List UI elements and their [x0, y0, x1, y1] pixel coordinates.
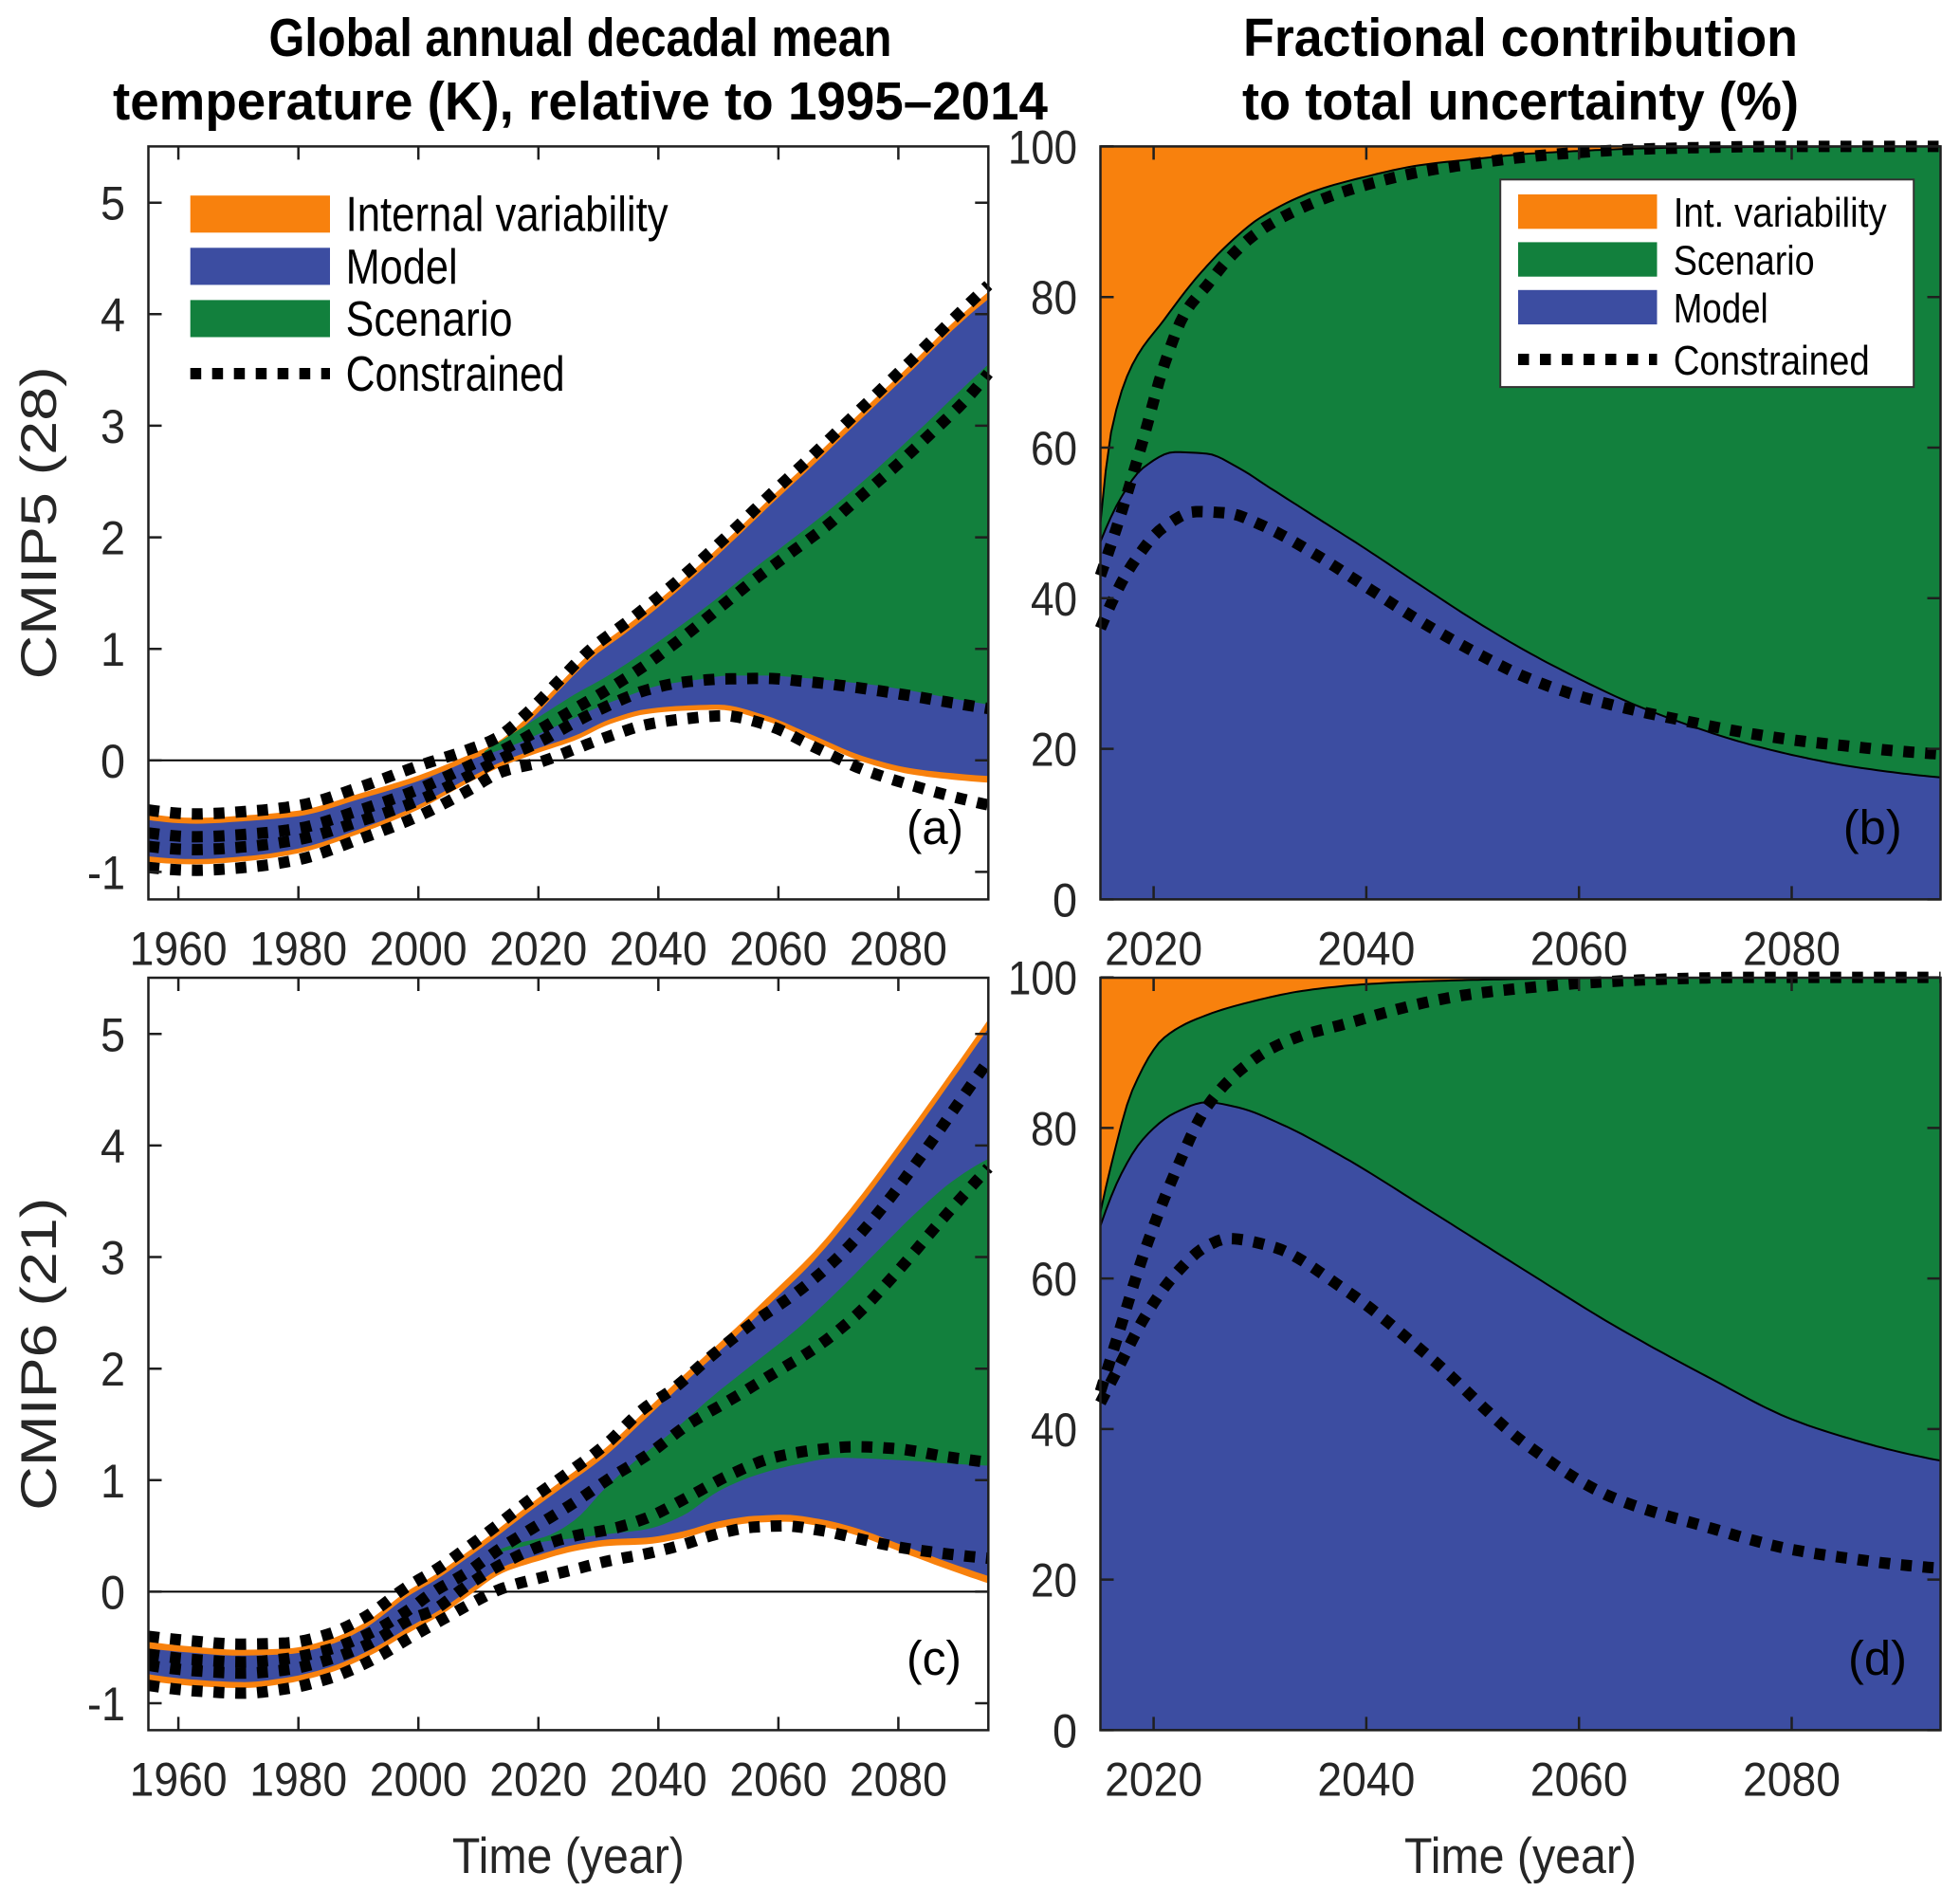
- svg-text:2080: 2080: [850, 923, 947, 976]
- svg-text:2040: 2040: [610, 923, 707, 976]
- svg-text:2000: 2000: [370, 923, 467, 976]
- svg-text:Int. variability: Int. variability: [1674, 190, 1887, 236]
- svg-text:0: 0: [101, 1566, 125, 1619]
- svg-text:60: 60: [1031, 1253, 1077, 1306]
- svg-text:5: 5: [101, 1008, 125, 1061]
- svg-text:5: 5: [101, 177, 125, 230]
- svg-text:Scenario: Scenario: [1674, 238, 1815, 285]
- svg-text:1980: 1980: [249, 923, 347, 976]
- svg-text:3: 3: [101, 400, 125, 453]
- svg-text:100: 100: [1008, 120, 1077, 174]
- svg-text:0: 0: [101, 735, 125, 788]
- svg-text:Constrained: Constrained: [346, 347, 565, 402]
- svg-text:4: 4: [101, 288, 125, 341]
- svg-text:-1: -1: [87, 1678, 125, 1731]
- svg-text:(c): (c): [907, 1631, 962, 1685]
- svg-text:CMIP6 (21): CMIP6 (21): [11, 1198, 67, 1511]
- svg-text:2020: 2020: [489, 1753, 587, 1807]
- svg-text:-1: -1: [87, 846, 125, 899]
- svg-text:2: 2: [101, 512, 125, 565]
- svg-text:Fractional contribution: Fractional contribution: [1243, 8, 1798, 68]
- svg-text:2020: 2020: [1105, 923, 1202, 976]
- svg-text:Model: Model: [1674, 285, 1768, 332]
- svg-text:(d): (d): [1848, 1631, 1907, 1685]
- svg-text:1: 1: [101, 1455, 125, 1508]
- svg-text:40: 40: [1031, 573, 1077, 626]
- svg-text:temperature (K), relative to 1: temperature (K), relative to 1995–2014: [113, 71, 1048, 132]
- svg-text:Internal variability: Internal variability: [346, 188, 669, 243]
- svg-text:3: 3: [101, 1232, 125, 1285]
- svg-text:1960: 1960: [130, 1753, 228, 1807]
- svg-text:2060: 2060: [729, 1753, 827, 1807]
- svg-text:2020: 2020: [489, 923, 587, 976]
- svg-text:2020: 2020: [1105, 1753, 1202, 1807]
- svg-text:40: 40: [1031, 1404, 1077, 1457]
- svg-text:2000: 2000: [370, 1753, 467, 1807]
- svg-text:2040: 2040: [1317, 923, 1415, 976]
- svg-text:20: 20: [1031, 724, 1077, 777]
- svg-text:1980: 1980: [249, 1753, 347, 1807]
- svg-text:Global annual decadal mean: Global annual decadal mean: [269, 8, 892, 68]
- svg-text:Constrained: Constrained: [1674, 338, 1870, 384]
- svg-text:1960: 1960: [130, 923, 228, 976]
- svg-text:80: 80: [1031, 1102, 1077, 1155]
- svg-text:2060: 2060: [1530, 1753, 1628, 1807]
- svg-text:100: 100: [1008, 952, 1077, 1005]
- svg-text:2: 2: [101, 1343, 125, 1396]
- svg-text:1: 1: [101, 623, 125, 676]
- svg-text:Scenario: Scenario: [346, 292, 513, 347]
- svg-text:80: 80: [1031, 271, 1077, 324]
- svg-text:2060: 2060: [1530, 923, 1628, 976]
- svg-text:Time (year): Time (year): [1404, 1828, 1637, 1884]
- svg-text:2040: 2040: [1317, 1753, 1415, 1807]
- svg-text:2040: 2040: [610, 1753, 707, 1807]
- svg-text:2080: 2080: [1743, 1753, 1841, 1807]
- svg-text:20: 20: [1031, 1554, 1077, 1607]
- svg-text:4: 4: [101, 1120, 125, 1173]
- svg-text:CMIP5 (28): CMIP5 (28): [11, 366, 67, 679]
- svg-text:Time (year): Time (year): [452, 1828, 685, 1884]
- svg-text:60: 60: [1031, 422, 1077, 475]
- svg-text:(b): (b): [1843, 800, 1902, 854]
- svg-text:2060: 2060: [729, 923, 827, 976]
- svg-text:0: 0: [1053, 873, 1077, 927]
- svg-text:2080: 2080: [1743, 923, 1841, 976]
- svg-text:to total uncertainty (%): to total uncertainty (%): [1242, 71, 1799, 132]
- svg-text:2080: 2080: [850, 1753, 947, 1807]
- svg-text:Model: Model: [346, 240, 458, 295]
- svg-text:(a): (a): [907, 800, 963, 854]
- svg-text:0: 0: [1053, 1704, 1077, 1757]
